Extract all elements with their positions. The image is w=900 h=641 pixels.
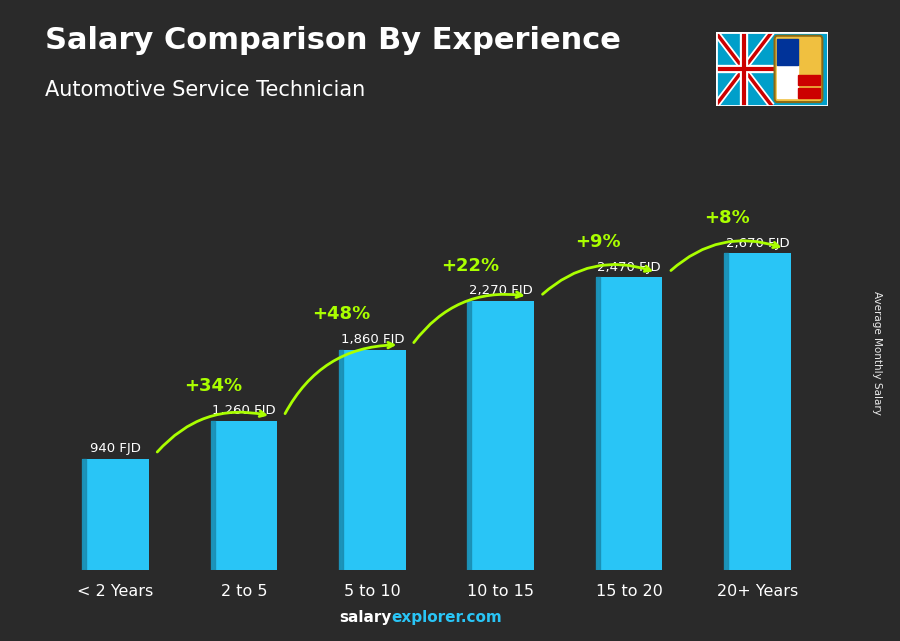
- Text: +9%: +9%: [575, 233, 621, 251]
- Bar: [467, 301, 472, 570]
- Text: explorer.com: explorer.com: [392, 610, 502, 625]
- Bar: [211, 421, 214, 570]
- Bar: [82, 459, 149, 570]
- Bar: [778, 40, 798, 65]
- Bar: [339, 349, 406, 570]
- Text: 1,260 FJD: 1,260 FJD: [212, 404, 275, 417]
- Bar: [211, 421, 277, 570]
- Bar: [724, 253, 791, 570]
- Text: 2,270 FJD: 2,270 FJD: [469, 285, 533, 297]
- Text: Average Monthly Salary: Average Monthly Salary: [872, 290, 883, 415]
- Bar: [724, 253, 728, 570]
- Text: +48%: +48%: [312, 306, 371, 324]
- Bar: [596, 277, 662, 570]
- Text: Automotive Service Technician: Automotive Service Technician: [45, 80, 365, 100]
- Bar: [778, 66, 798, 98]
- Text: salary: salary: [339, 610, 392, 625]
- FancyBboxPatch shape: [775, 36, 823, 102]
- Bar: [339, 349, 343, 570]
- Text: 940 FJD: 940 FJD: [90, 442, 141, 455]
- Bar: [798, 88, 820, 98]
- Text: +34%: +34%: [184, 377, 242, 395]
- Bar: [798, 75, 820, 85]
- Text: +22%: +22%: [441, 257, 499, 275]
- Text: 2,470 FJD: 2,470 FJD: [598, 260, 661, 274]
- Bar: [596, 277, 599, 570]
- Text: Salary Comparison By Experience: Salary Comparison By Experience: [45, 26, 621, 54]
- Text: 2,670 FJD: 2,670 FJD: [725, 237, 789, 250]
- Bar: [82, 459, 86, 570]
- Text: +8%: +8%: [704, 209, 750, 228]
- Bar: [467, 301, 534, 570]
- Bar: [778, 66, 798, 98]
- Text: 1,860 FJD: 1,860 FJD: [340, 333, 404, 346]
